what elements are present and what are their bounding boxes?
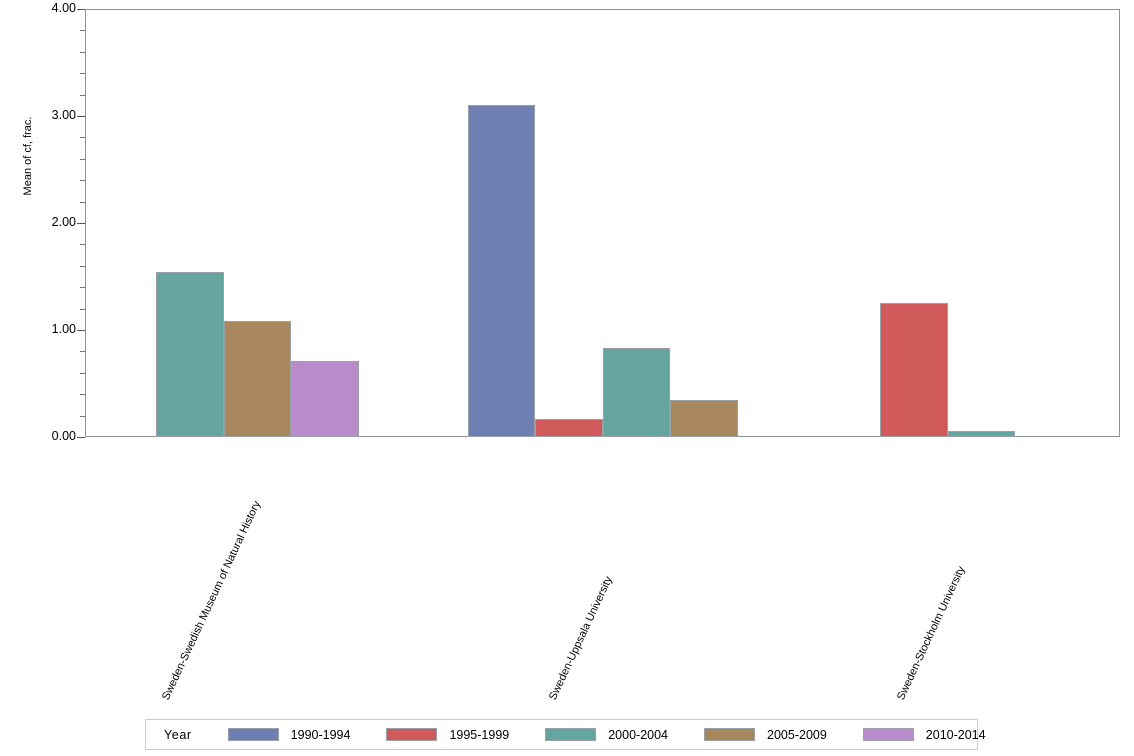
y-axis-minor-tick xyxy=(80,51,85,53)
y-axis-major-tick xyxy=(77,9,85,10)
legend: Year 1990-1994 1995-1999 2000-2004 2005-200… xyxy=(145,719,986,750)
bar[interactable] xyxy=(947,430,1015,437)
y-axis-tick-label: 3.00 xyxy=(51,108,76,122)
legend-color-swatch xyxy=(545,728,597,741)
legend-color-swatch xyxy=(227,728,279,741)
y-axis-tick-label: 2.00 xyxy=(51,215,76,229)
y-axis-minor-tick xyxy=(80,137,85,139)
y-axis-minor-tick xyxy=(80,372,85,374)
y-axis-minor-tick xyxy=(80,94,85,96)
bar[interactable] xyxy=(291,361,359,437)
y-axis-major-tick xyxy=(77,223,85,224)
bar[interactable] xyxy=(670,399,738,437)
y-axis-minor-tick xyxy=(80,351,85,353)
bar[interactable] xyxy=(535,418,603,437)
legend-entry-label: 2005-2009 xyxy=(767,727,827,742)
bar[interactable] xyxy=(602,348,670,437)
y-axis-minor-tick xyxy=(80,73,85,75)
legend-entry[interactable]: 2010-2014 xyxy=(862,727,986,742)
y-axis-minor-tick xyxy=(80,394,85,396)
y-axis-major-tick xyxy=(77,437,85,438)
y-axis-tick-label: 0.00 xyxy=(51,429,76,443)
legend-color-swatch xyxy=(704,728,756,741)
y-axis-tick-labels: 0.00 1.00 2.00 3.00 4.00 xyxy=(20,0,76,756)
legend-entry[interactable]: 1995-1999 xyxy=(386,728,509,742)
y-axis-minor-tick xyxy=(80,201,85,203)
y-axis-minor-tick xyxy=(80,30,85,32)
legend-entries: 1990-1994 1995-1999 2000-2004 2005-2009 2010… xyxy=(227,727,1022,742)
bar[interactable] xyxy=(467,105,535,437)
y-axis-minor-tick xyxy=(80,265,85,267)
x-axis-tick-label: Sweden-Swedish Museum of Natural History xyxy=(160,499,264,703)
legend-entry[interactable]: 2000-2004 xyxy=(545,728,668,742)
y-axis-minor-tick xyxy=(80,158,85,160)
x-axis-tick-label: Sweden-Stockholm University xyxy=(895,564,968,703)
legend-entry-label: 1995-1999 xyxy=(449,727,510,742)
y-axis-major-tick xyxy=(77,116,85,117)
legend-entry[interactable]: 1990-1994 xyxy=(227,727,351,742)
y-axis-minor-tick xyxy=(80,244,85,246)
legend-entry-label: 2000-2004 xyxy=(608,727,669,742)
bar[interactable] xyxy=(156,272,224,437)
legend-entry-label: 1990-1994 xyxy=(290,727,351,742)
legend-entry[interactable]: 2005-2009 xyxy=(704,728,827,742)
y-axis-tick-label: 1.00 xyxy=(51,322,76,336)
y-axis-tick-label: 4.00 xyxy=(51,1,76,15)
y-axis-minor-tick xyxy=(80,180,85,182)
legend-title: Year xyxy=(164,727,192,742)
legend-color-swatch xyxy=(862,728,914,741)
legend-color-swatch xyxy=(386,728,438,741)
bar[interactable] xyxy=(223,321,292,437)
y-axis-minor-tick xyxy=(80,308,85,310)
y-axis-minor-tick xyxy=(80,287,85,289)
plot-area xyxy=(85,9,1120,437)
legend-entry-label: 2010-2014 xyxy=(925,727,986,742)
y-axis-major-tick xyxy=(77,330,85,331)
x-axis-tick-label: Sweden-Uppsala University xyxy=(547,574,615,703)
y-axis-minor-tick xyxy=(80,415,85,417)
bar[interactable] xyxy=(880,303,948,437)
